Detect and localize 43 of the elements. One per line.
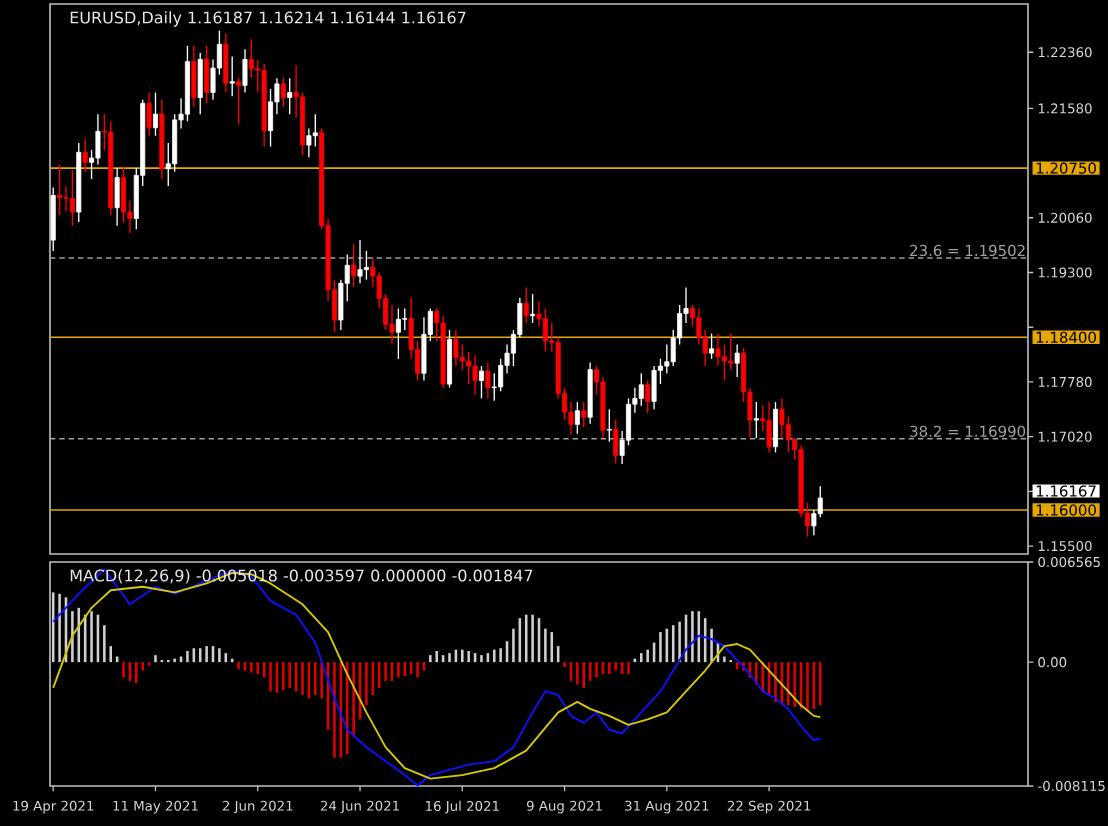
candlestick bbox=[606, 408, 612, 443]
candlestick bbox=[542, 307, 548, 353]
candlestick bbox=[57, 163, 63, 216]
candlestick bbox=[82, 137, 88, 173]
candlestick bbox=[478, 365, 484, 400]
candlestick bbox=[421, 316, 427, 382]
candlestick bbox=[447, 329, 453, 389]
candlestick bbox=[773, 401, 779, 454]
candlestick bbox=[766, 401, 772, 454]
candlestick bbox=[638, 372, 644, 407]
candlestick bbox=[523, 286, 529, 324]
candlestick bbox=[491, 372, 497, 402]
candlestick bbox=[351, 243, 357, 288]
candlestick bbox=[204, 45, 210, 104]
candlestick bbox=[587, 361, 593, 425]
candlestick bbox=[581, 401, 587, 428]
candlestick bbox=[223, 32, 229, 94]
candlestick bbox=[645, 379, 651, 414]
candlestick bbox=[287, 77, 293, 115]
candlestick bbox=[485, 361, 491, 400]
chart-title: EURUSD,Daily 1.16187 1.16214 1.16144 1.16167 bbox=[70, 11, 466, 27]
candlestick bbox=[530, 293, 536, 324]
candlestick bbox=[753, 401, 759, 439]
candlestick bbox=[574, 401, 580, 435]
candlestick bbox=[357, 239, 363, 284]
candlestick bbox=[280, 77, 286, 108]
candlestick bbox=[236, 77, 242, 126]
candlestick bbox=[191, 45, 197, 108]
candlestick bbox=[197, 52, 203, 115]
candlestick bbox=[453, 329, 459, 367]
candlestick bbox=[709, 333, 715, 360]
candlestick bbox=[152, 91, 158, 137]
candlestick bbox=[651, 365, 657, 410]
candlestick bbox=[69, 169, 75, 227]
candlestick bbox=[146, 91, 152, 137]
candlestick bbox=[395, 307, 401, 360]
candlestick bbox=[242, 48, 248, 94]
candlestick bbox=[734, 343, 740, 378]
candlestick bbox=[114, 167, 120, 227]
candlestick bbox=[229, 55, 235, 97]
candlestick bbox=[472, 354, 478, 396]
candlestick bbox=[50, 186, 56, 252]
candlestick bbox=[613, 419, 619, 464]
